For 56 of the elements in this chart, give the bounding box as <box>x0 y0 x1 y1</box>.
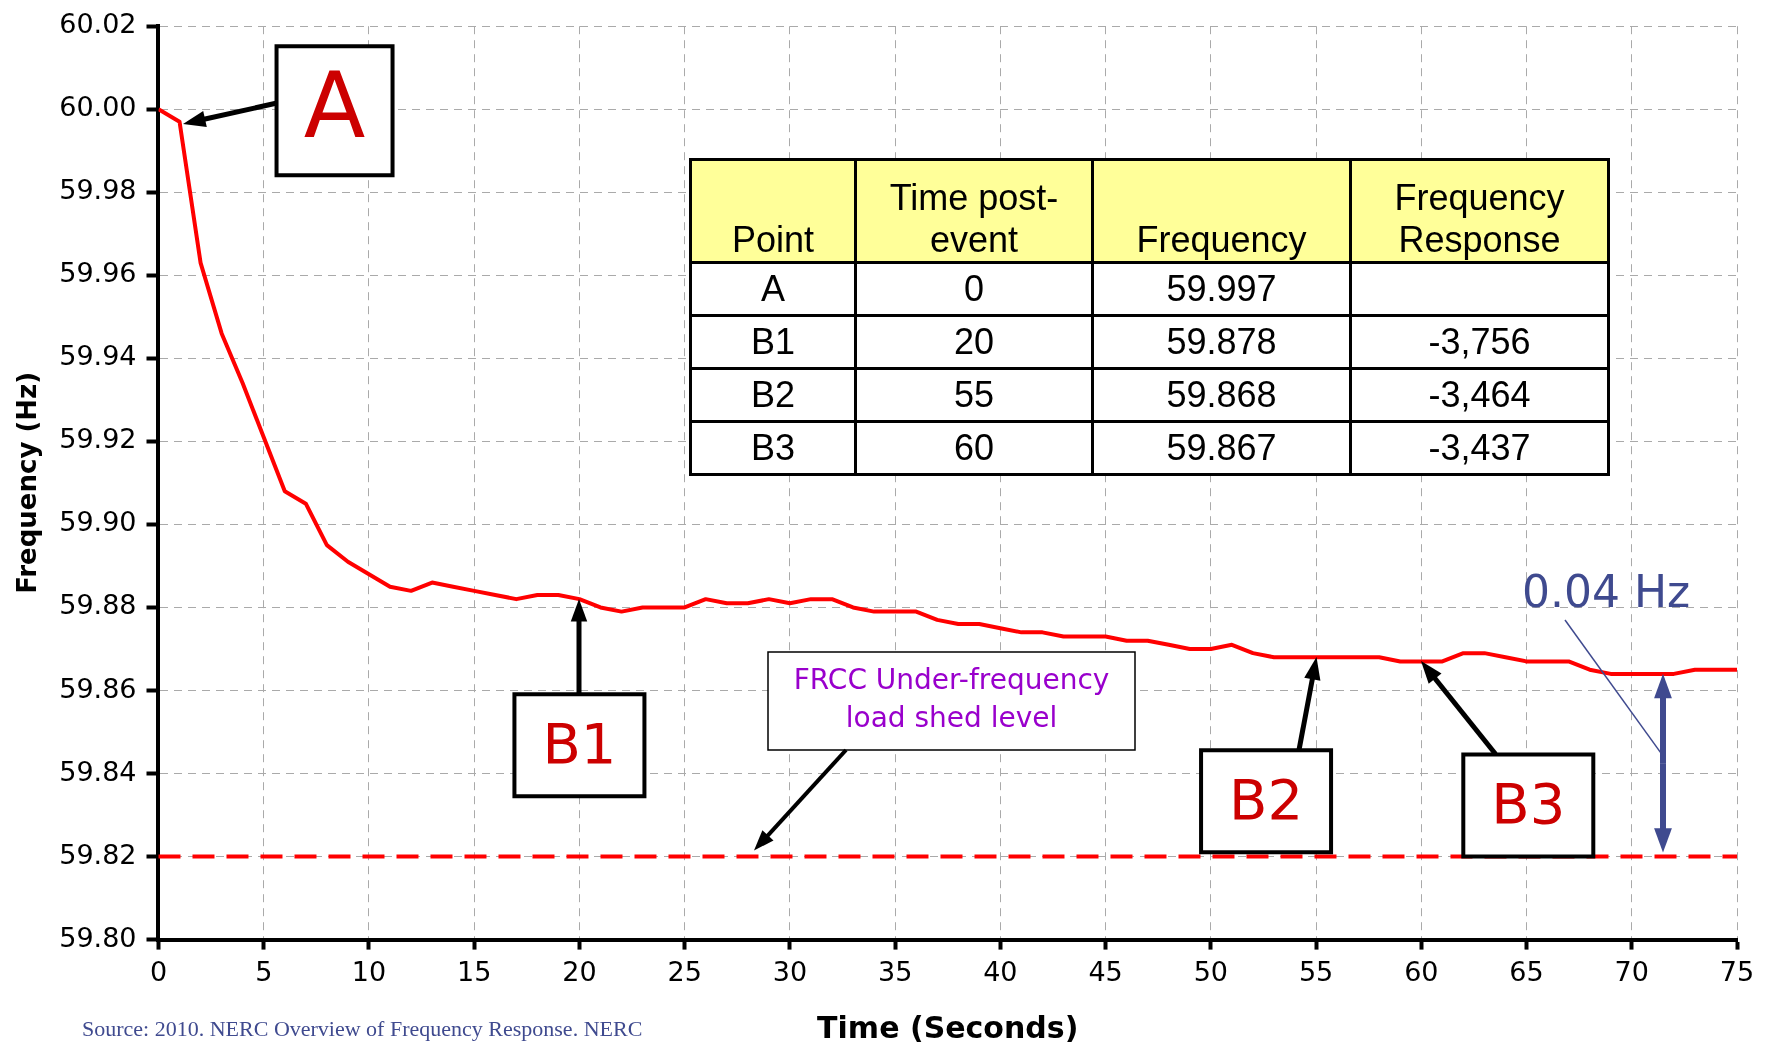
x-tick-label: 45 <box>1088 955 1123 987</box>
x-tick-label: 15 <box>457 955 492 987</box>
y-tick-label: 59.82 <box>59 838 137 870</box>
category-label: Frequency <box>1092 159 1351 263</box>
y-tick-label: 59.86 <box>59 672 137 704</box>
x-tick-label: 65 <box>1509 955 1544 987</box>
text: 55 <box>953 374 995 415</box>
annotation: FRCC Under-frequency load shed level <box>793 663 1110 735</box>
annotation: B3 <box>1491 770 1566 836</box>
x-tick-label: 5 <box>255 955 273 987</box>
y-tick-label: 59.88 <box>59 589 137 621</box>
text: A <box>760 268 785 309</box>
text: 59.867 <box>1166 427 1277 468</box>
x-tick-label: 35 <box>877 955 913 987</box>
y-axis-title: Frequency (Hz) <box>12 371 43 594</box>
x-tick-label: 75 <box>1719 955 1755 987</box>
y-tick-label: 59.84 <box>59 755 137 787</box>
y-tick-label: 59.98 <box>59 174 137 206</box>
annotation: A <box>303 53 366 159</box>
x-axis-title: Time (Seconds) <box>817 1009 1079 1045</box>
x-tick-label: 40 <box>983 955 1018 987</box>
text: 20 <box>953 321 995 362</box>
y-tick-label: 60.00 <box>59 91 137 123</box>
annotation: B2 <box>1229 766 1304 832</box>
category-label: Frequency Response <box>1350 159 1609 263</box>
y-tick-label: 59.96 <box>59 257 137 289</box>
x-tick-label: 0 <box>149 955 168 987</box>
text: 59.878 <box>1166 321 1277 362</box>
text: 0 <box>963 268 985 309</box>
y-tick-label: 60.02 <box>59 8 137 40</box>
x-tick-label: 25 <box>667 955 702 987</box>
category-label: Time post-event <box>855 159 1093 263</box>
x-tick-label: 10 <box>351 955 387 987</box>
y-tick-label: 59.80 <box>59 921 137 953</box>
x-tick-label: 70 <box>1614 955 1649 987</box>
y-tick-label: 59.92 <box>59 423 137 455</box>
text: B3 <box>750 427 796 468</box>
category-label: Point <box>690 159 856 263</box>
x-tick-label: 30 <box>772 955 808 987</box>
text: B1 <box>750 321 796 362</box>
text: B2 <box>750 374 796 415</box>
x-tick-label: 20 <box>562 955 597 987</box>
x-tick-label: 60 <box>1404 955 1439 987</box>
text: -3,756 <box>1428 321 1531 362</box>
text: 60 <box>953 427 995 468</box>
annotation: 0.04 Hz <box>1521 566 1691 618</box>
x-tick-label: 55 <box>1298 955 1334 987</box>
y-tick-label: 59.90 <box>59 506 137 538</box>
source-note: Source: 2010. NERC Overview of Frequency Response. NERC <box>82 1016 643 1042</box>
x-tick-label: 50 <box>1193 955 1229 987</box>
y-tick-label: 59.94 <box>59 340 137 372</box>
annotation: B1 <box>542 710 617 776</box>
text: 59.868 <box>1166 374 1277 415</box>
text: -3,437 <box>1428 427 1531 468</box>
text: 59.997 <box>1166 268 1277 309</box>
text: -3,464 <box>1428 374 1531 415</box>
